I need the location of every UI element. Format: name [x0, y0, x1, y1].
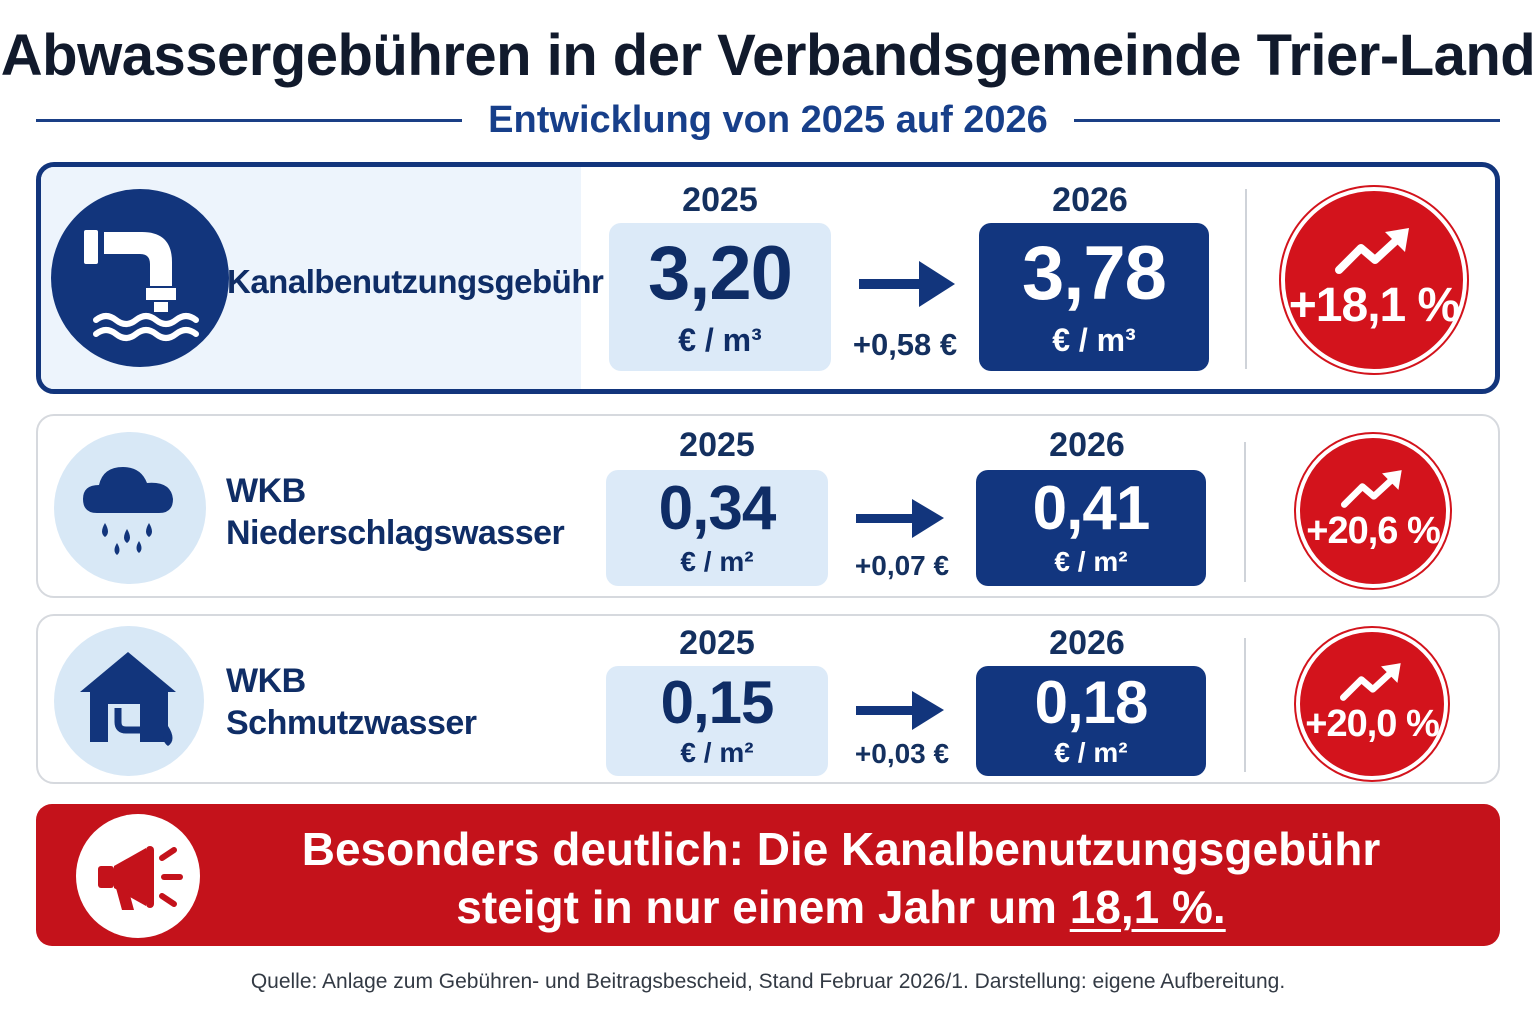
arrow-right-icon [856, 499, 944, 538]
arrow-right-icon [859, 261, 955, 307]
rain-cloud-icon [54, 432, 206, 584]
value-old: 3,20 [648, 230, 793, 316]
year-new: 2026 [1052, 181, 1128, 219]
subtitle-rule-left [36, 118, 463, 122]
fee-row-schmutz: WKB Schmutzwasser 2025 2026 0,15 € / m² … [36, 614, 1500, 784]
page-title: Abwassergebühren in der Verbandsgemeinde… [0, 23, 1536, 88]
fee-row-niederschlag: WKB Niederschlagswasser 2025 2026 0,34 €… [36, 414, 1500, 598]
trend-up-icon [1335, 227, 1409, 274]
unit-new: € / m² [1054, 737, 1128, 768]
house-drain-icon [54, 626, 204, 776]
value-old: 0,34 [658, 474, 777, 543]
unit-old: € / m² [680, 546, 754, 577]
year-old: 2025 [682, 181, 758, 219]
vertical-separator [1245, 189, 1247, 369]
pipe-water-icon [51, 189, 229, 367]
fee-label: WKB Niederschlagswasser [226, 472, 565, 552]
callout-line-2: steigt in nur einem Jahr um 18,1 %. [456, 881, 1226, 933]
vertical-separator [1244, 638, 1246, 772]
callout-text: Besonders deutlich: Die Kanalbenutzungsg… [216, 820, 1466, 936]
percent-badge: +20,0 % [1296, 628, 1448, 780]
unit-new: € / m² [1054, 546, 1128, 577]
value-box-new: 0,41 € / m² [976, 470, 1206, 586]
percent-value: +20,0 % [1305, 702, 1439, 745]
percent-value: +18,1 % [1288, 278, 1460, 332]
value-box-old: 0,15 € / m² [606, 666, 828, 776]
year-old: 2025 [679, 426, 755, 464]
unit-old: € / m² [680, 737, 754, 768]
year-new: 2026 [1049, 624, 1125, 662]
value-box-new: 0,18 € / m² [976, 666, 1206, 776]
value-box-old: 0,34 € / m² [606, 470, 828, 586]
highlight-callout: Besonders deutlich: Die Kanalbenutzungsg… [36, 804, 1500, 946]
callout-line-1: Besonders deutlich: Die Kanalbenutzungsg… [301, 823, 1381, 875]
percent-badge: +20,6 % [1296, 434, 1450, 588]
year-old: 2025 [679, 624, 755, 662]
callout-highlight: 18,1 %. [1069, 881, 1226, 933]
trend-up-icon [1340, 662, 1401, 701]
source-note: Quelle: Anlage zum Gebühren- und Beitrag… [250, 970, 1286, 993]
percent-value: +20,6 % [1306, 509, 1440, 552]
page-subtitle: Entwicklung von 2025 auf 2026 [488, 98, 1048, 141]
unit-old: € / m³ [678, 321, 762, 358]
vertical-separator [1244, 442, 1246, 582]
fee-label: Kanalbenutzungsgebühr [227, 263, 604, 300]
unit-new: € / m³ [1052, 321, 1136, 358]
value-new: 3,78 [1022, 230, 1167, 316]
diff-amount: +0,03 € [854, 738, 950, 769]
value-new: 0,41 [1032, 474, 1151, 543]
fee-label: WKB Schmutzwasser [226, 662, 477, 742]
value-box-new: 3,78 € / m³ [979, 223, 1209, 371]
megaphone-icon [76, 814, 200, 938]
subtitle-rule-right [1073, 118, 1500, 122]
value-new: 0,18 [1034, 669, 1149, 736]
value-old: 0,15 [660, 669, 775, 736]
year-new: 2026 [1049, 426, 1125, 464]
value-box-old: 3,20 € / m³ [609, 223, 831, 371]
fee-row-kanal: Kanalbenutzungsgebühr 2025 2026 3,20 € /… [36, 162, 1500, 394]
diff-amount: +0,58 € [852, 327, 958, 362]
trend-up-icon [1341, 469, 1402, 508]
diff-amount: +0,07 € [854, 550, 950, 581]
percent-badge: +18,1 % [1281, 187, 1467, 373]
arrow-right-icon [856, 691, 944, 730]
subtitle-row: Entwicklung von 2025 auf 2026 [36, 96, 1500, 144]
